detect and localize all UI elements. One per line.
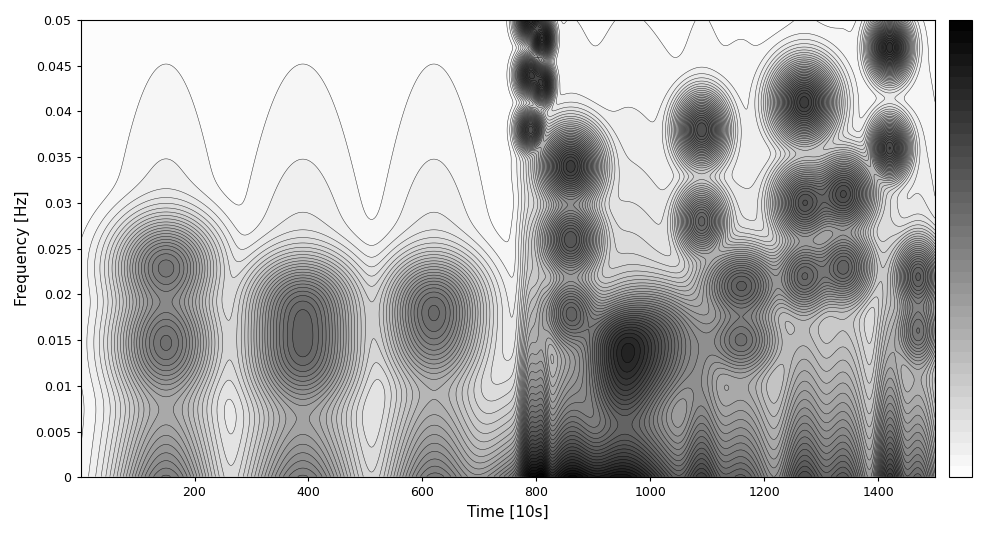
Y-axis label: Frequency [Hz]: Frequency [Hz] — [15, 191, 30, 307]
X-axis label: Time [10s]: Time [10s] — [467, 505, 549, 520]
